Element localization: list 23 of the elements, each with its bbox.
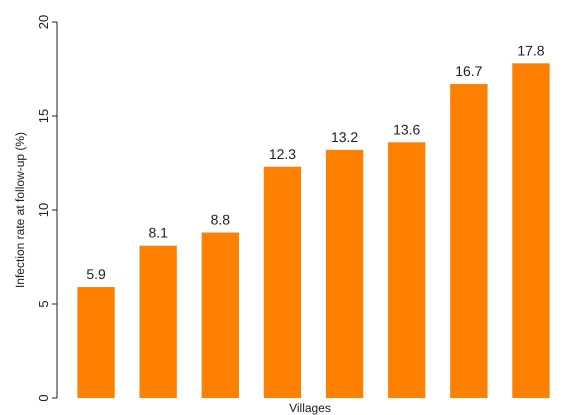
data-label: 16.7 [455, 63, 483, 80]
bar [450, 84, 488, 398]
data-label: 8.8 [210, 212, 230, 228]
bar [512, 63, 550, 398]
data-label: 5.9 [86, 266, 106, 282]
x-axis-title: Villages [289, 401, 331, 415]
bar [77, 287, 115, 398]
y-tick-label: 10 [36, 202, 51, 218]
data-label: 12.3 [268, 146, 296, 162]
y-axis-title: Infection rate at follow-up (%) [13, 132, 27, 288]
bar [264, 166, 302, 398]
data-label: 8.1 [148, 224, 168, 241]
data-label: 13.2 [330, 128, 358, 145]
bar [388, 142, 426, 398]
bar [140, 246, 177, 398]
y-tick-label: 0 [36, 394, 51, 402]
y-tick-label: 5 [36, 300, 51, 308]
bar [326, 150, 364, 398]
y-tick-label: 20 [36, 14, 51, 30]
data-label: 13.6 [393, 121, 421, 138]
bar [202, 232, 239, 398]
data-label: 17.8 [517, 42, 545, 58]
y-tick-label: 15 [36, 108, 51, 124]
